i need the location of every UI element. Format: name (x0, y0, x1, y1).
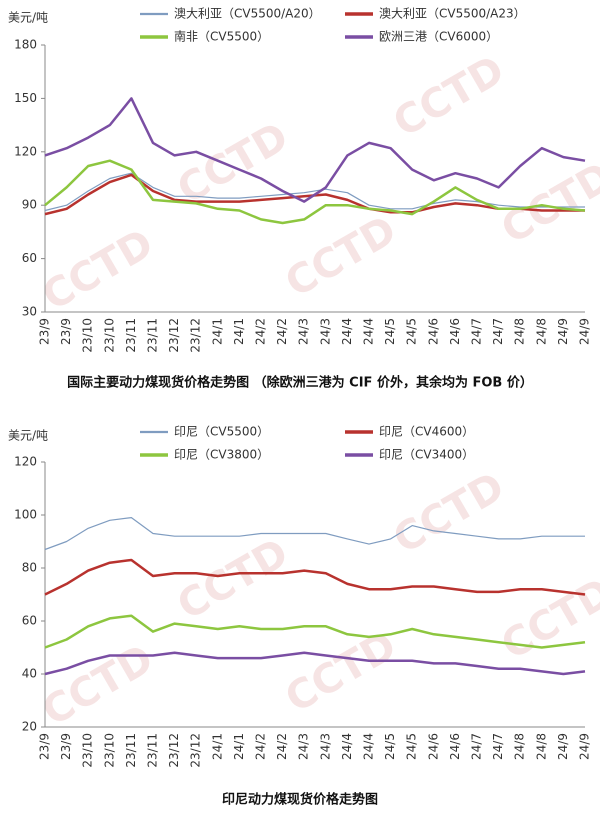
x-tick-label: 24/4 (362, 733, 376, 760)
y-tick-label: 120 (14, 455, 37, 469)
x-tick-label: 24/7 (491, 733, 505, 760)
x-tick-label: 24/1 (210, 733, 224, 760)
x-tick-label: 24/8 (534, 733, 548, 760)
x-tick-label: 23/10 (102, 318, 116, 353)
series-line (44, 97, 586, 203)
x-tick-label: 24/3 (297, 733, 311, 760)
x-tick-label: 24/1 (232, 318, 246, 345)
watermark: CCTD (35, 220, 161, 319)
x-tick-label: 24/6 (426, 733, 440, 760)
x-tick-label: 24/7 (470, 318, 484, 345)
series-line (44, 159, 586, 225)
x-tick-label: 23/10 (81, 318, 95, 353)
x-tick-label: 23/9 (59, 318, 73, 345)
watermark: CCTD (494, 570, 600, 669)
y-tick-label: 180 (14, 38, 37, 52)
x-tick-label: 24/7 (491, 318, 505, 345)
x-tick-label: 24/6 (426, 318, 440, 345)
x-tick-label: 24/3 (318, 318, 332, 345)
legend-label: 澳大利亚（CV5500/A23） (379, 7, 526, 21)
x-tick-label: 24/5 (405, 318, 419, 345)
x-tick-label: 24/9 (578, 318, 592, 345)
x-tick-label: 23/12 (189, 318, 203, 353)
x-tick-label: 24/2 (254, 733, 268, 760)
x-tick-label: 24/9 (556, 733, 570, 760)
x-tick-label: 24/9 (556, 318, 570, 345)
x-tick-label: 23/10 (81, 733, 95, 768)
y-tick-label: 150 (14, 91, 37, 105)
y-axis-label: 美元/吨 (8, 11, 48, 25)
x-tick-label: 24/8 (513, 733, 527, 760)
x-tick-label: 24/3 (297, 318, 311, 345)
legend-label: 欧洲三港（CV6000） (379, 30, 498, 44)
x-tick-label: 24/9 (578, 733, 592, 760)
x-tick-label: 23/9 (59, 733, 73, 760)
x-tick-label: 24/7 (470, 733, 484, 760)
x-tick-label: 23/9 (38, 318, 52, 345)
x-tick-label: 23/12 (167, 318, 181, 353)
chart-title: 国际主要动力煤现货价格走势图 （除欧洲三港为 CIF 价外，其余均为 FOB 价… (67, 375, 533, 391)
watermark: CCTD (170, 530, 296, 629)
y-tick-label: 60 (22, 614, 37, 628)
series-line (44, 651, 586, 676)
series-line (44, 558, 586, 596)
x-tick-label: 24/4 (362, 318, 376, 345)
chart-title: 印尼动力煤现货价格走势图 (222, 792, 378, 808)
x-tick-label: 24/3 (318, 733, 332, 760)
x-tick-label: 23/11 (124, 318, 138, 353)
legend-label: 印尼（CV5500） (174, 425, 269, 439)
watermark: CCTD (35, 636, 161, 735)
x-tick-label: 24/2 (254, 318, 268, 345)
x-tick-label: 24/8 (513, 318, 527, 345)
x-tick-label: 24/8 (534, 318, 548, 345)
x-tick-label: 23/12 (167, 733, 181, 768)
y-tick-label: 60 (22, 251, 37, 265)
series-line (44, 614, 586, 649)
y-tick-label: 100 (14, 508, 37, 522)
watermark: CCTD (278, 207, 404, 306)
x-tick-label: 23/11 (124, 733, 138, 768)
y-tick-label: 80 (22, 561, 37, 575)
x-tick-label: 24/6 (448, 318, 462, 345)
series-line (44, 516, 585, 551)
watermark: CCTD (386, 464, 512, 563)
watermark: CCTD (386, 47, 512, 146)
y-tick-label: 90 (22, 198, 37, 212)
y-tick-label: 30 (22, 305, 37, 319)
legend-label: 印尼（CV4600） (379, 425, 474, 439)
x-tick-label: 24/1 (232, 733, 246, 760)
watermark: CCTD (278, 623, 404, 722)
legend-label: 澳大利亚（CV5500/A20） (174, 7, 321, 21)
watermark: CCTD (494, 154, 600, 253)
legend-label: 印尼（CV3800） (174, 448, 269, 462)
x-tick-label: 23/11 (146, 318, 160, 353)
x-tick-label: 24/5 (405, 733, 419, 760)
x-tick-label: 24/5 (383, 733, 397, 760)
x-tick-label: 23/12 (189, 733, 203, 768)
x-tick-label: 23/9 (38, 733, 52, 760)
x-tick-label: 24/4 (340, 733, 354, 760)
y-tick-label: 120 (14, 144, 37, 158)
legend-label: 印尼（CV3400） (379, 448, 474, 462)
x-tick-label: 24/5 (383, 318, 397, 345)
x-tick-label: 24/4 (340, 318, 354, 345)
x-tick-label: 24/2 (275, 318, 289, 345)
x-tick-label: 24/6 (448, 733, 462, 760)
series-line (44, 172, 585, 212)
legend-label: 南非（CV5500） (174, 29, 269, 44)
y-axis-label: 美元/吨 (8, 429, 48, 443)
y-tick-label: 20 (22, 720, 37, 734)
x-tick-label: 24/1 (210, 318, 224, 345)
x-tick-label: 23/10 (102, 733, 116, 768)
x-tick-label: 24/2 (275, 733, 289, 760)
x-tick-label: 23/11 (146, 733, 160, 768)
y-tick-label: 40 (22, 667, 37, 681)
